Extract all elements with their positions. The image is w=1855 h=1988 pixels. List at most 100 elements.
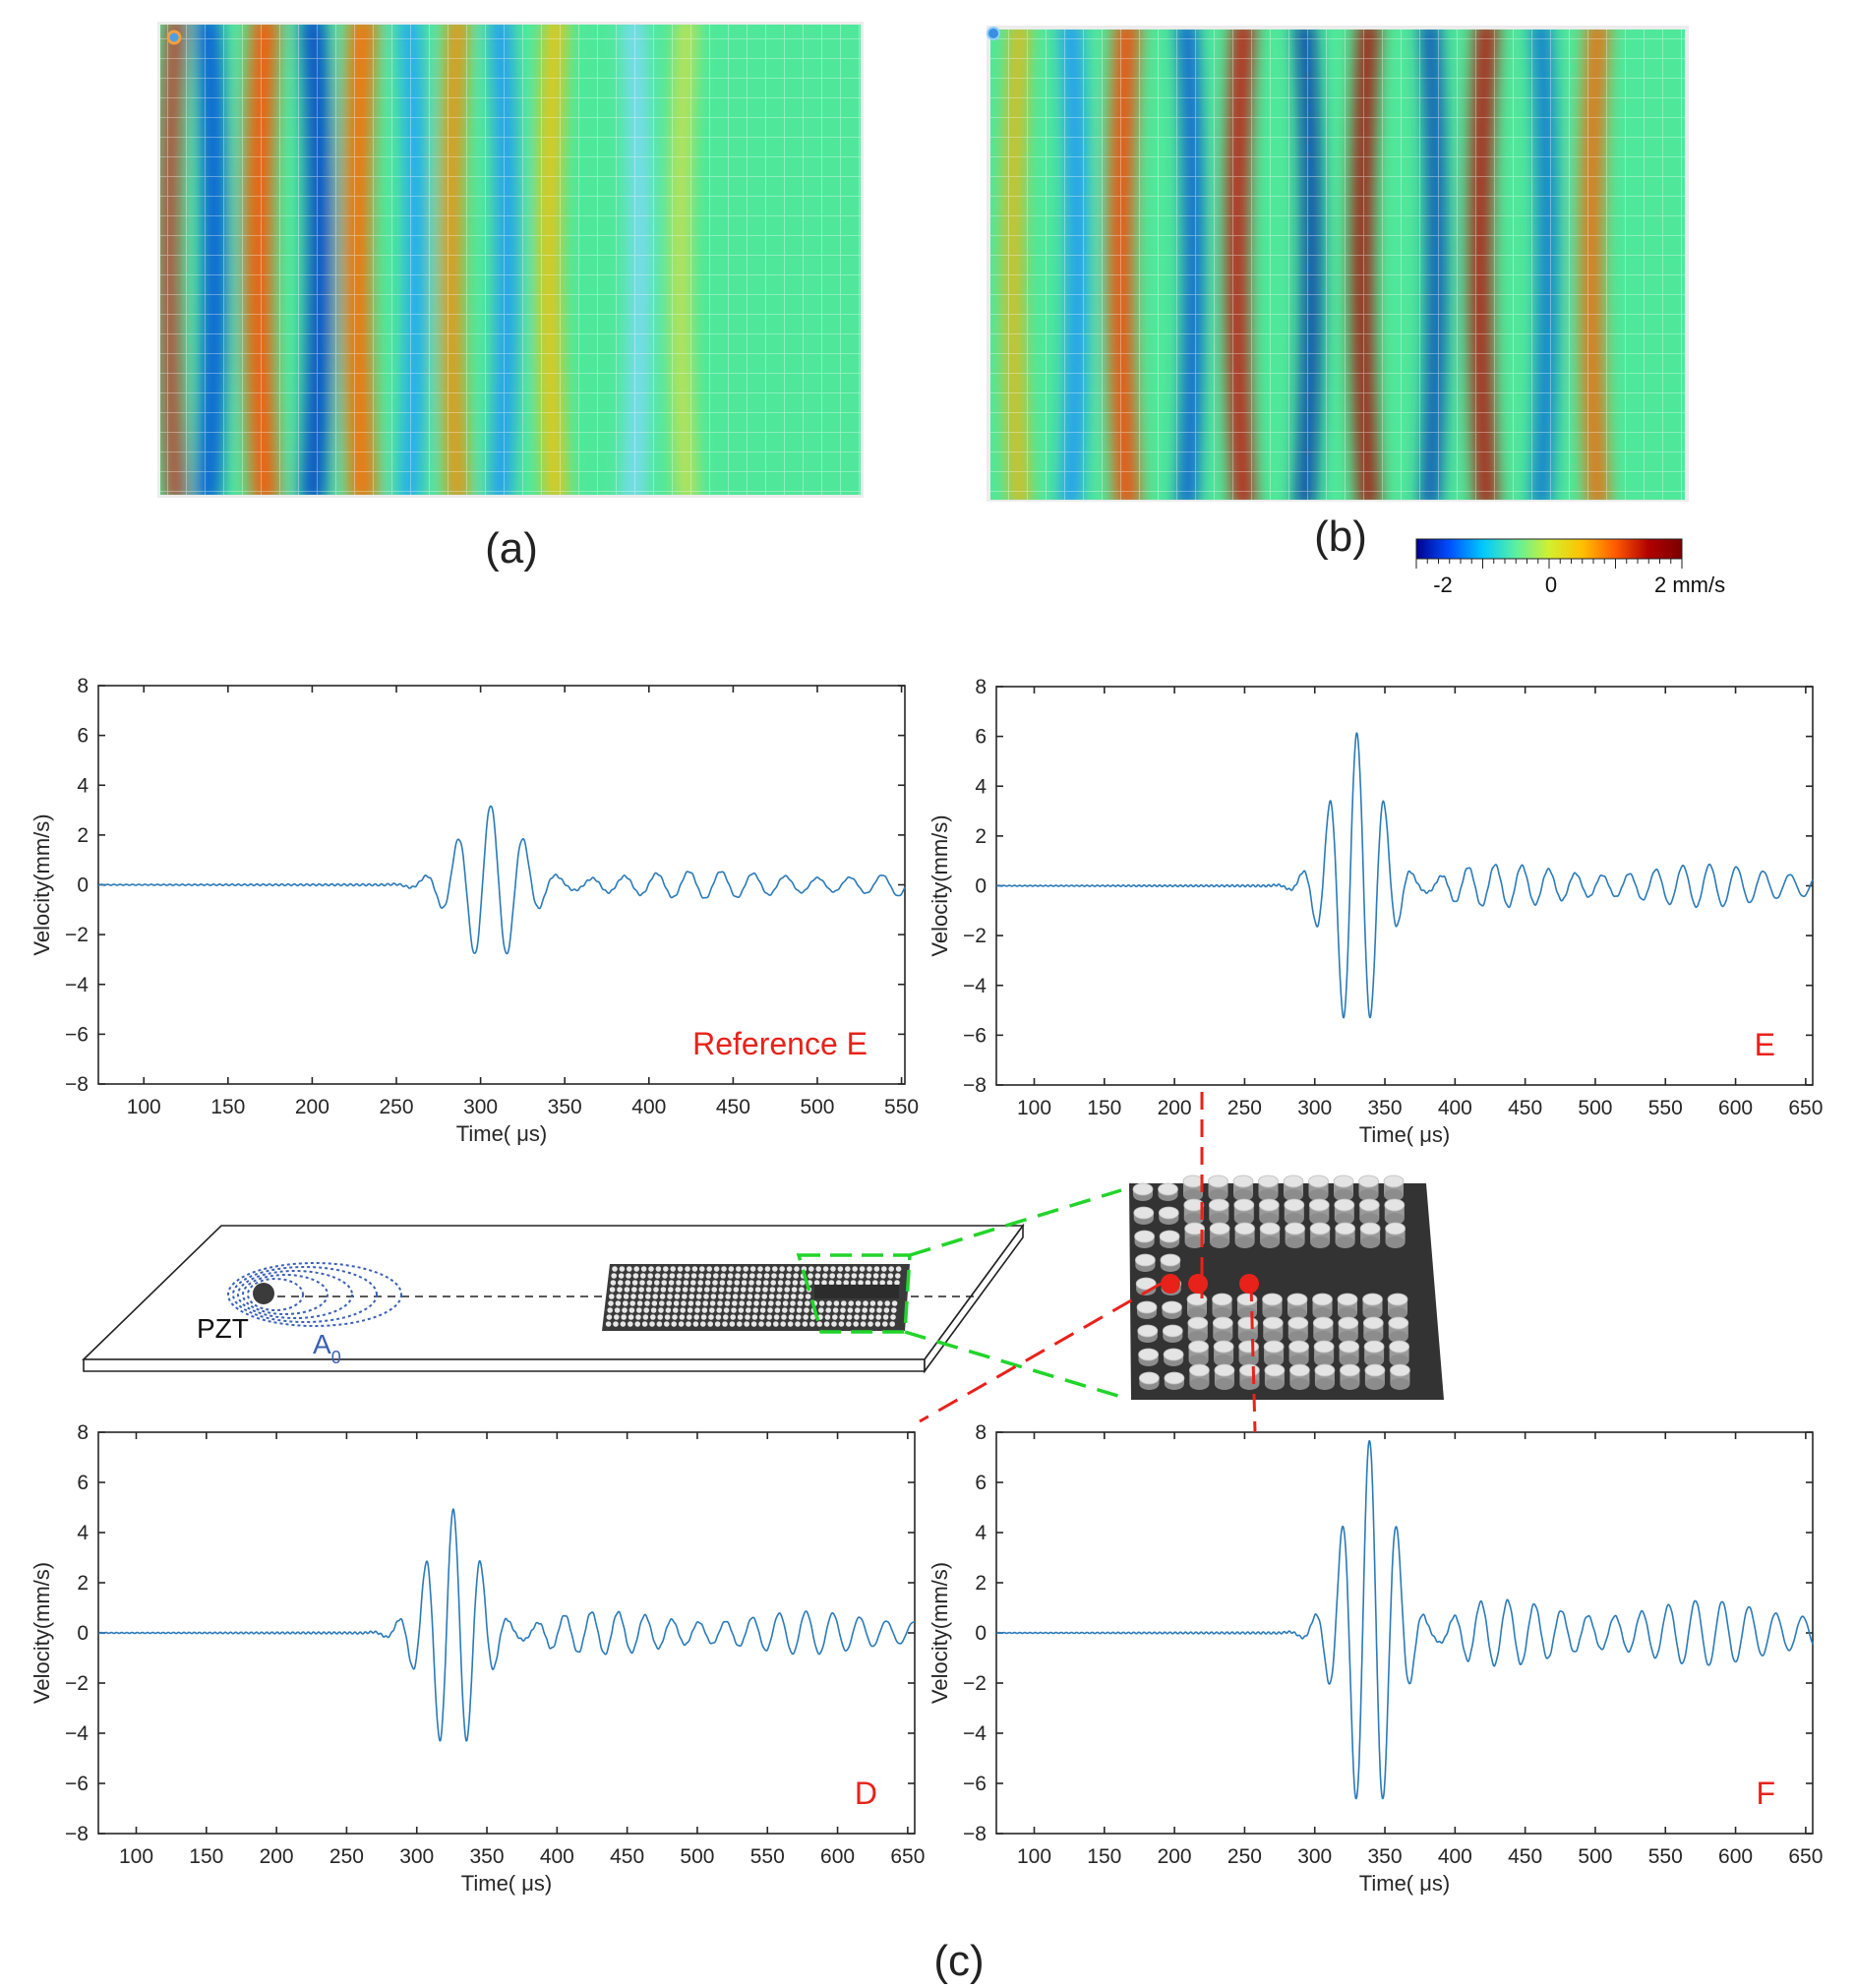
patch-pillar: [736, 1266, 742, 1272]
patch-pillar: [666, 1300, 672, 1306]
patch-pillar: [793, 1273, 799, 1279]
patch-pillar: [740, 1294, 746, 1299]
patch-pillar: [678, 1321, 685, 1327]
zoom-pillar-top: [1159, 1230, 1180, 1243]
y-tick-label: 4: [975, 775, 987, 798]
chart-label: F: [1756, 1776, 1775, 1811]
zoom-pillar-base: [1212, 1307, 1232, 1319]
zoom-pillar-top: [1333, 1175, 1354, 1188]
zoom-pillar-base: [1360, 1236, 1381, 1248]
patch-pillar: [659, 1294, 666, 1299]
patch-pillar: [872, 1280, 878, 1286]
zoom-pillar-top: [1334, 1198, 1355, 1212]
patch-pillar: [677, 1273, 683, 1279]
patch-pillar: [730, 1314, 736, 1320]
zoom-pillar-top: [1335, 1222, 1355, 1235]
patch-pillar: [627, 1266, 632, 1272]
patch-pillar: [700, 1314, 707, 1320]
patch-pillar: [717, 1300, 723, 1306]
patch-pillar: [780, 1321, 786, 1327]
x-tick-label: 150: [1087, 1097, 1121, 1119]
x-tick-label: 350: [1368, 1097, 1403, 1119]
patch-pillar: [721, 1266, 727, 1272]
patch-pillar: [840, 1307, 846, 1313]
zoom-pillar-top: [1363, 1340, 1385, 1354]
colorbar-ticks: [1415, 559, 1683, 569]
heatmap-b-grid: [990, 30, 1685, 500]
zoom-pillar-top: [1384, 1198, 1406, 1212]
zoom-pillar-base: [1359, 1213, 1380, 1225]
y-tick-label: 4: [975, 1522, 987, 1544]
zoom-pillar-base: [1334, 1213, 1354, 1225]
zoom-pillar-top: [1238, 1340, 1259, 1354]
y-tick-label: −2: [963, 925, 987, 947]
patch-pillar: [652, 1294, 658, 1299]
patch-pillar: [716, 1307, 722, 1313]
patch-pillar: [891, 1300, 898, 1306]
zoom-pillar-base: [1338, 1307, 1357, 1319]
zoom-pillar-top: [1137, 1324, 1159, 1338]
plate-schematic: PZT A0: [82, 1188, 1122, 1399]
patch-pillar: [695, 1300, 701, 1306]
patch-pillar: [778, 1273, 785, 1279]
patch-pillar: [695, 1294, 702, 1299]
patch-pillar: [880, 1273, 886, 1279]
patch-pillar: [891, 1307, 897, 1313]
patch-pillar: [690, 1273, 697, 1279]
zoom-pillar-base: [1363, 1331, 1384, 1343]
patch-pillar: [610, 1280, 617, 1286]
zoom-pillar-top: [1262, 1316, 1284, 1330]
patch-pillar: [855, 1300, 862, 1306]
patch-pillar: [668, 1287, 674, 1293]
patch-pillar: [646, 1280, 653, 1286]
x-tick-label: 550: [750, 1845, 785, 1868]
zoom-pillar-base: [1313, 1331, 1334, 1343]
zoom-pillar-top: [1184, 1222, 1205, 1235]
zoom-pillar-top: [1212, 1293, 1232, 1306]
caption-a: (a): [485, 524, 538, 572]
patch-pillar: [669, 1273, 676, 1279]
y-tick-label: 0: [77, 874, 89, 897]
patch-pillar: [789, 1307, 795, 1313]
zoom-pillar-base: [1209, 1213, 1229, 1225]
patch-pillar: [873, 1266, 880, 1272]
patch-pillar: [822, 1273, 828, 1279]
patch-pillar: [682, 1294, 688, 1299]
patch-pillar: [772, 1266, 778, 1272]
zoom-pillar-top: [1213, 1340, 1234, 1354]
zoom-pillar-base: [1233, 1213, 1254, 1225]
patch-pillar: [607, 1307, 613, 1313]
y-tick-label: −4: [65, 974, 89, 996]
velocity-trace: [97, 805, 906, 955]
patch-pillar: [633, 1266, 639, 1272]
zoom-pillar-top: [1358, 1175, 1379, 1188]
patch-pillar: [699, 1266, 705, 1272]
chart-f: 100 150 200 250 300 350 400 450 500 550 600 650 −8 −6…: [928, 1421, 1823, 1896]
zoom-pillar-top: [1284, 1198, 1305, 1212]
zoom-pillar-base: [1284, 1213, 1304, 1225]
patch-pillar: [645, 1294, 651, 1299]
patch-pillar: [749, 1266, 756, 1272]
zoom-pillar-base: [1310, 1236, 1331, 1248]
patch-pillar: [828, 1280, 835, 1286]
patch-pillar: [886, 1280, 893, 1286]
x-tick-label: 300: [399, 1845, 434, 1868]
zoom-pillar-base: [1312, 1307, 1333, 1319]
patch-pillar: [851, 1273, 858, 1279]
patch-pillar: [860, 1321, 867, 1327]
zoom-pillar-base: [1260, 1236, 1281, 1248]
patch-pillar: [791, 1287, 798, 1293]
zoom-pillar-top: [1262, 1293, 1283, 1306]
zoom-pillar-top: [1162, 1324, 1183, 1338]
x-tick-label: 350: [470, 1845, 505, 1868]
caption-b: (b): [1314, 512, 1367, 561]
patch-pillar: [757, 1266, 763, 1272]
patch-pillar: [844, 1273, 850, 1279]
patch-pillar: [770, 1280, 776, 1286]
zoom-pillar-top: [1239, 1363, 1260, 1377]
zoom-pillar-top: [1338, 1316, 1359, 1330]
patch-pillar: [720, 1273, 726, 1279]
patch-pillar: [685, 1266, 690, 1272]
patch-pillar: [782, 1307, 788, 1313]
zoom-pillar-top: [1136, 1300, 1158, 1314]
